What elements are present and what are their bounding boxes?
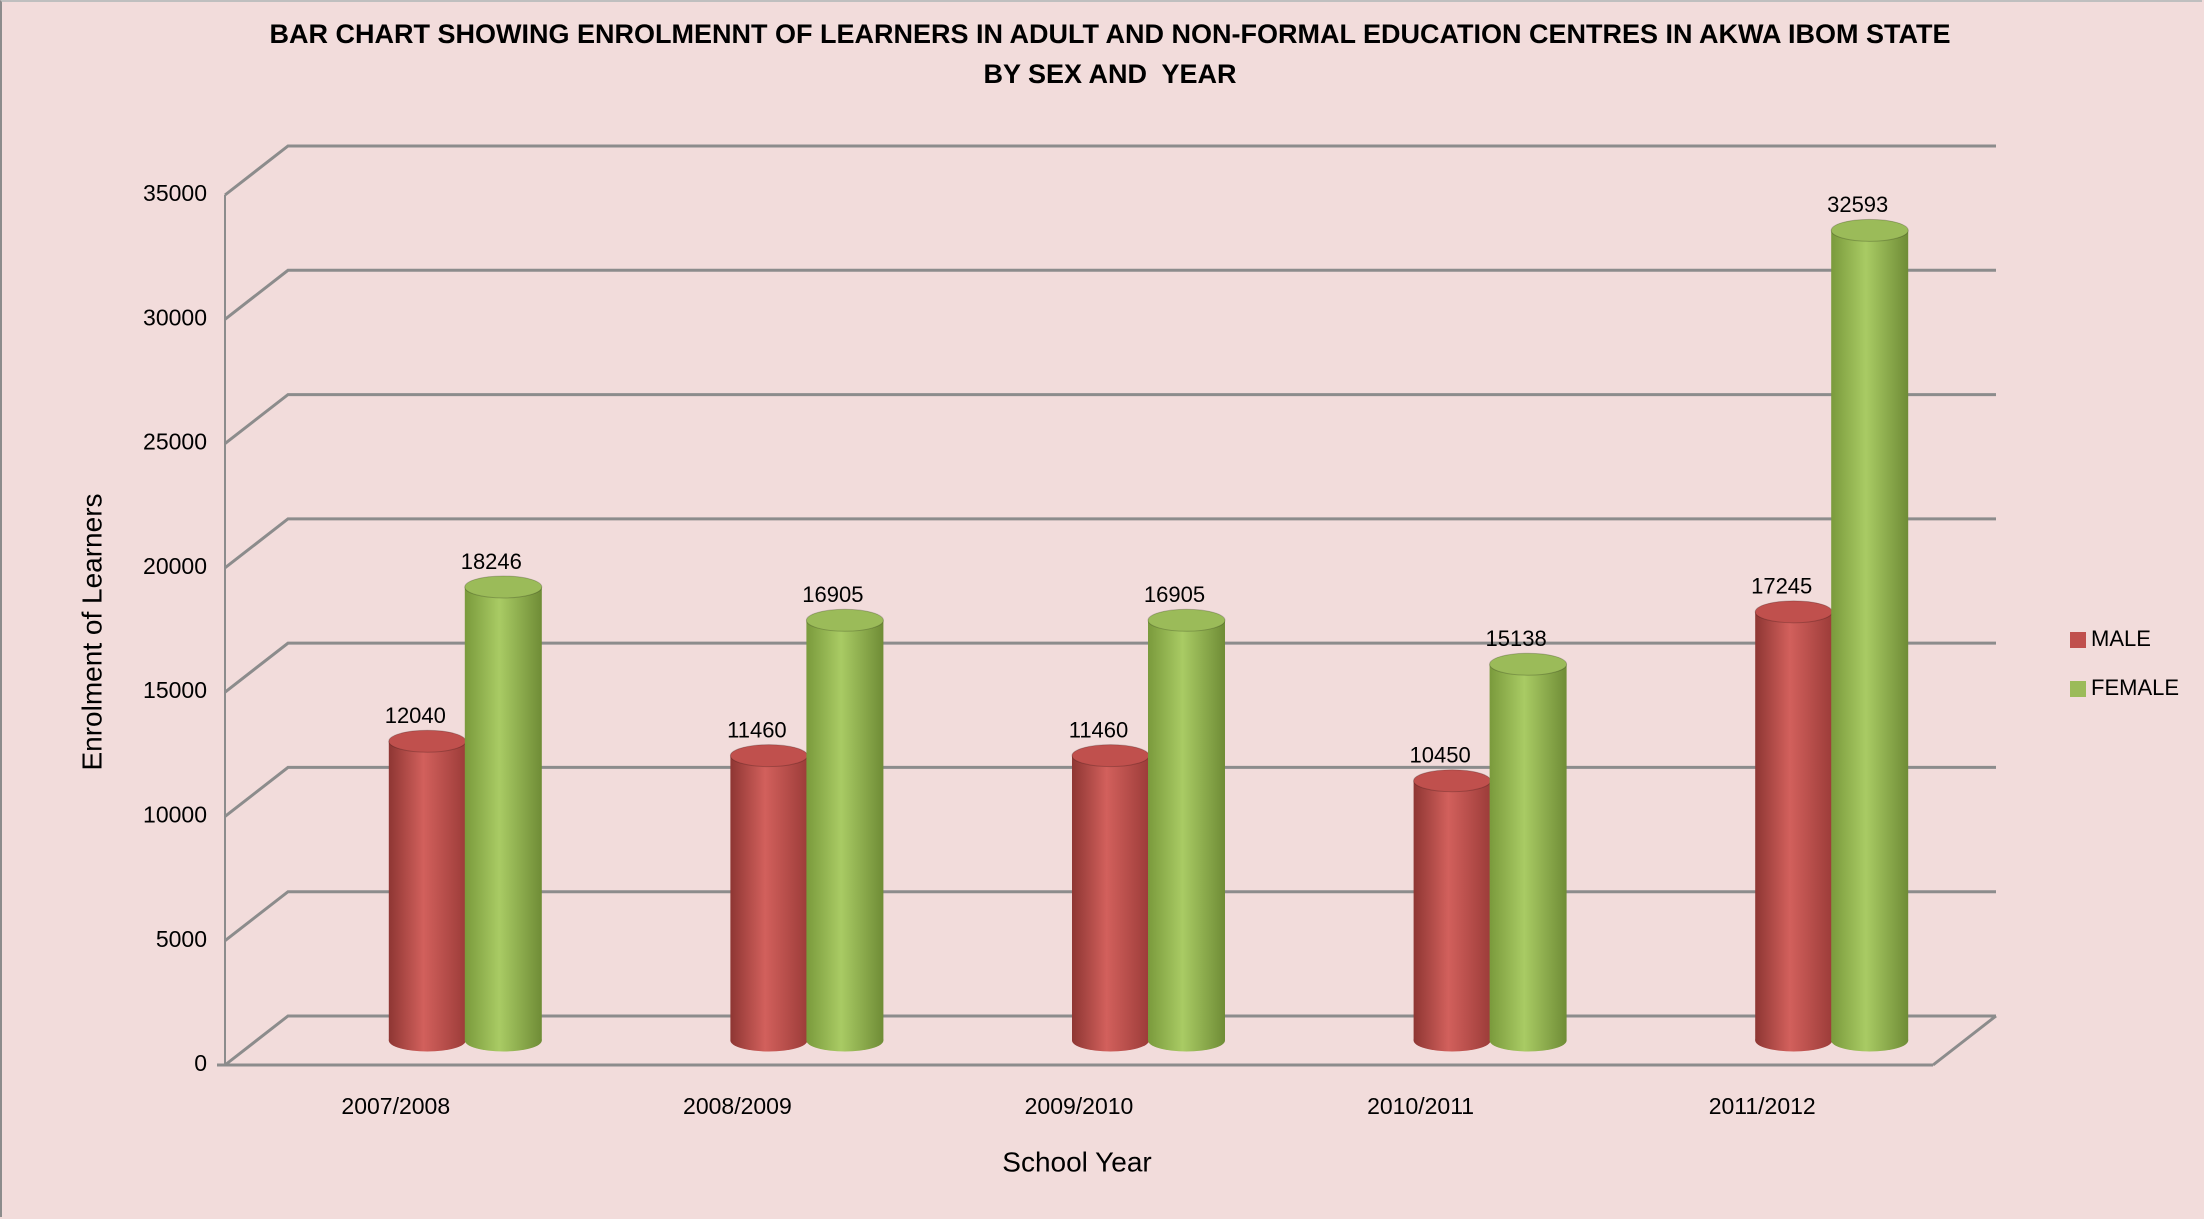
bar-top xyxy=(1071,744,1150,768)
bar xyxy=(464,586,542,1041)
bar xyxy=(730,755,808,1041)
y-tick-label: 5000 xyxy=(156,926,207,952)
legend-label: FEMALE xyxy=(2091,675,2179,700)
y-tick-label: 15000 xyxy=(143,677,207,703)
bar-top xyxy=(1489,652,1568,676)
y-tick-label: 0 xyxy=(194,1050,207,1076)
bar xyxy=(1072,755,1149,1041)
x-tick-label: 2011/2012 xyxy=(1709,1093,1816,1119)
bar-top xyxy=(1830,218,1909,242)
data-label: 15138 xyxy=(1486,626,1547,651)
data-label: 16905 xyxy=(1144,582,1205,607)
bar xyxy=(1755,611,1833,1041)
bar xyxy=(1489,664,1567,1041)
bar xyxy=(1148,620,1225,1041)
x-tick-label: 2010/2011 xyxy=(1367,1093,1474,1119)
x-tick-label: 2009/2010 xyxy=(1025,1093,1134,1119)
bar xyxy=(388,741,466,1041)
legend-label: MALE xyxy=(2091,626,2151,651)
grid-line xyxy=(224,517,1996,570)
bar-top xyxy=(1147,608,1226,632)
x-tick-label: 2008/2009 xyxy=(683,1093,792,1119)
grid-line xyxy=(224,268,1996,321)
chart-title: BAR CHART SHOWING ENROLMENNT OF LEARNERS… xyxy=(269,19,1958,89)
data-label: 16905 xyxy=(802,582,863,607)
bar-top xyxy=(464,575,543,599)
y-axis-title: Enrolment of Learners xyxy=(76,493,107,770)
bar xyxy=(1413,780,1491,1041)
grid-line xyxy=(224,144,1996,197)
bar-top xyxy=(805,608,884,632)
grid-line xyxy=(224,641,1996,694)
bar xyxy=(1831,230,1909,1041)
data-label: 18246 xyxy=(461,549,522,574)
bar xyxy=(806,620,884,1041)
bar-top xyxy=(729,744,808,768)
data-label: 17245 xyxy=(1751,574,1812,599)
bar-top xyxy=(1754,600,1833,624)
x-tick-label: 2007/2008 xyxy=(341,1093,450,1119)
legend-swatch xyxy=(2070,632,2086,648)
data-label: 11460 xyxy=(727,717,787,742)
data-label: 12040 xyxy=(385,703,446,728)
data-label: 11460 xyxy=(1069,717,1129,742)
legend-swatch xyxy=(2070,681,2086,697)
y-tick-label: 20000 xyxy=(143,553,207,579)
x-axis-title: School Year xyxy=(1002,1146,1151,1177)
y-tick-label: 35000 xyxy=(143,180,207,206)
grid-line xyxy=(224,765,1996,818)
y-tick-label: 25000 xyxy=(143,429,207,455)
data-label: 32593 xyxy=(1827,192,1888,217)
y-tick-label: 10000 xyxy=(143,802,207,828)
floor-right xyxy=(1932,1014,1997,1067)
y-tick-label: 30000 xyxy=(143,304,207,330)
bar-top xyxy=(388,729,467,753)
data-label: 10450 xyxy=(1410,743,1471,768)
bar-top xyxy=(1413,769,1492,793)
grid-line xyxy=(224,393,1996,445)
